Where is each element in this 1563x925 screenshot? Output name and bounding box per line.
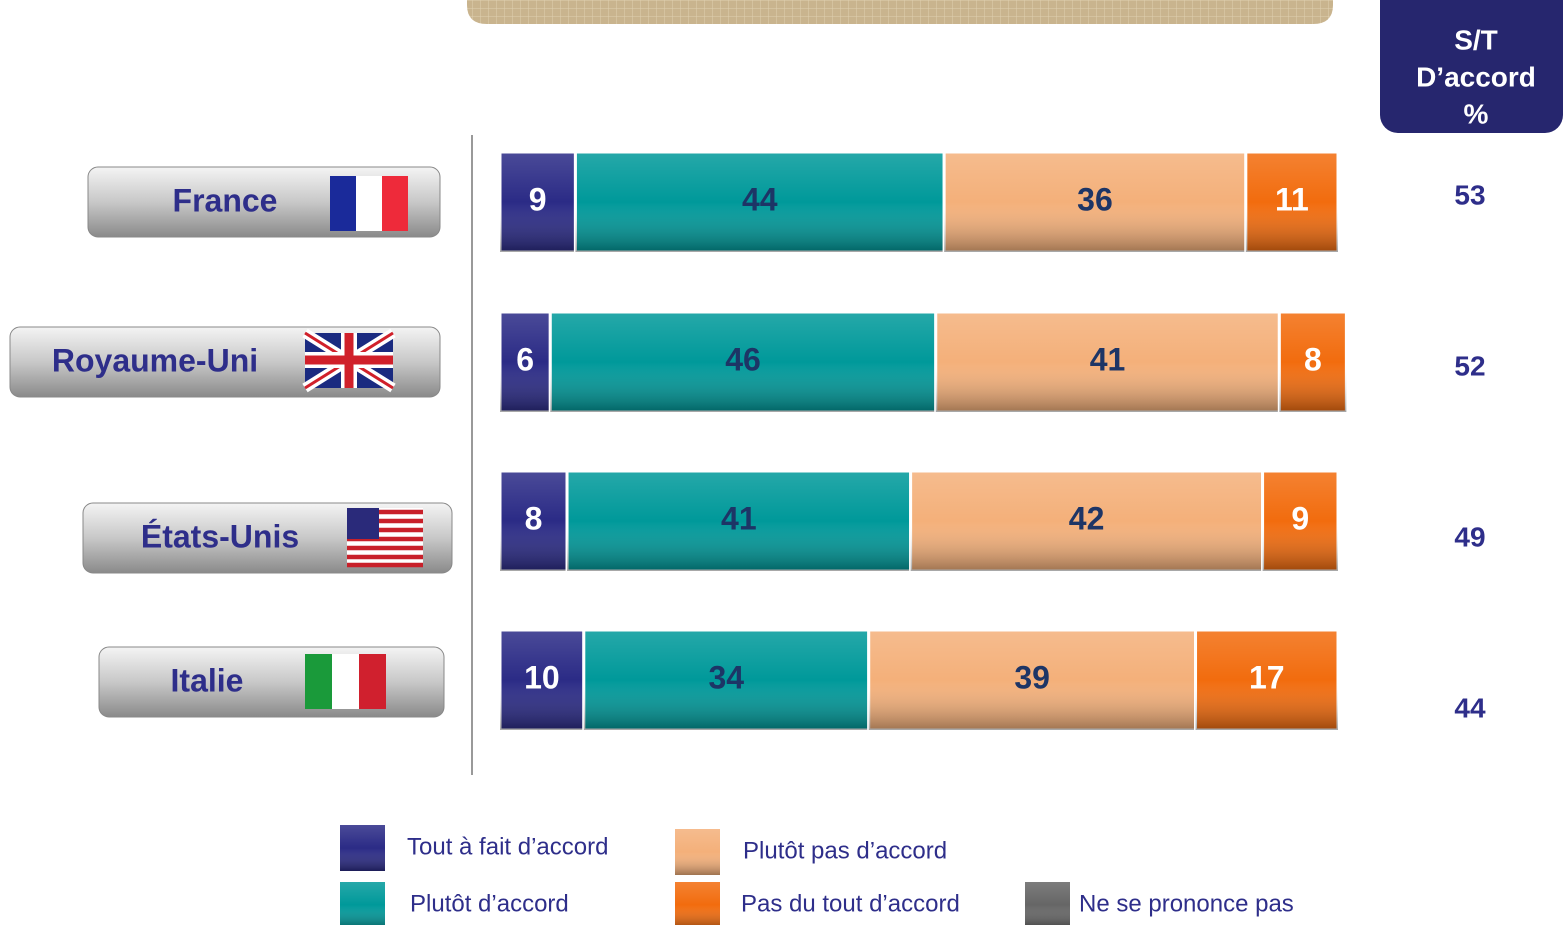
bar-shade [550, 312, 936, 412]
value-label: 10 [524, 659, 560, 695]
value-label: 41 [1090, 341, 1126, 377]
title-banner [467, 0, 1333, 24]
totals-header: % [1464, 98, 1489, 129]
value-label: 9 [1291, 500, 1309, 536]
legend-shade [675, 882, 720, 925]
legend-shade [340, 825, 385, 871]
value-label: 36 [1077, 181, 1113, 217]
category-label: Royaume-Uni [52, 342, 258, 378]
bar-shade [1245, 152, 1338, 252]
legend-label: Tout à fait d’accord [407, 833, 608, 860]
value-label: 44 [742, 181, 778, 217]
legend-label: Pas du tout d’accord [741, 890, 960, 917]
category-label: Italie [171, 662, 244, 698]
bar-shade [1279, 312, 1347, 412]
bar-shade [935, 312, 1280, 412]
value-label: 8 [525, 500, 543, 536]
total-value: 44 [1454, 692, 1486, 723]
legend-label: Plutôt pas d’accord [743, 837, 947, 864]
total-value: 49 [1454, 521, 1485, 552]
value-label: 42 [1069, 500, 1105, 536]
value-label: 17 [1249, 659, 1285, 695]
value-label: 39 [1014, 659, 1050, 695]
bar-shade [500, 630, 584, 730]
category-label: États-Unis [141, 518, 299, 554]
bar-shade [500, 312, 551, 412]
value-label: 11 [1275, 181, 1309, 217]
bar-shade [1195, 630, 1338, 730]
legend-label: Ne se prononce pas [1079, 890, 1294, 917]
category-label: France [173, 182, 278, 218]
bar-shade [500, 471, 568, 571]
value-label: 34 [708, 659, 744, 695]
category-uk: Royaume-Uni [9, 326, 441, 398]
legend-shade [340, 882, 385, 925]
bar-shade [910, 471, 1263, 571]
total-value: 53 [1454, 179, 1485, 210]
category-france: France [87, 166, 441, 238]
bar-shade [567, 471, 911, 571]
category-italy: Italie [98, 646, 445, 718]
value-label: 8 [1304, 341, 1322, 377]
bar-shade [500, 152, 576, 252]
totals-header: S/T [1454, 24, 1498, 55]
legend-shade [1025, 882, 1070, 925]
value-label: 9 [529, 181, 547, 217]
total-value: 52 [1454, 350, 1485, 381]
legend-shade [675, 829, 720, 875]
bar-shade [944, 152, 1246, 252]
bar-shade [575, 152, 945, 252]
bar-shade [583, 630, 869, 730]
totals-header-box [1380, 0, 1563, 133]
bar-shade [1262, 471, 1338, 571]
bar-shade [868, 630, 1196, 730]
value-label: 46 [725, 341, 761, 377]
value-label: 41 [721, 500, 757, 536]
value-label: 6 [516, 341, 534, 377]
totals-header: D’accord [1416, 61, 1536, 92]
category-usa: États-Unis [82, 502, 453, 574]
legend-label: Plutôt d’accord [410, 890, 569, 917]
